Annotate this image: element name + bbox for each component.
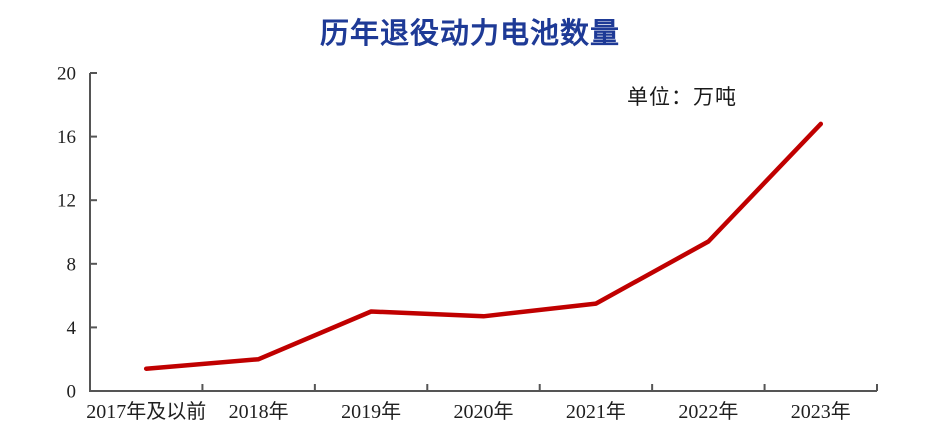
x-tick-label: 2023年 [791,400,851,423]
x-tick-label: 2022年 [678,400,738,423]
x-tick-label: 2019年 [341,400,401,423]
x-tick-label: 2020年 [454,400,514,423]
x-tick-label: 2021年 [566,400,626,423]
chart-title: 历年退役动力电池数量 [319,18,620,50]
y-tick-label: 20 [57,64,76,85]
x-tick-label: 2017年及以前 [86,400,206,423]
y-tick-label: 4 [67,318,77,339]
axis-lines [89,73,877,392]
y-tick-label: 0 [67,382,77,403]
y-tick-label: 8 [67,254,77,275]
unit-label: 单位：万吨 [627,86,737,109]
x-tick-label: 2018年 [229,400,289,423]
y-tick-label: 16 [57,127,76,148]
y-tick-label: 12 [57,191,76,212]
data-line [143,121,824,371]
